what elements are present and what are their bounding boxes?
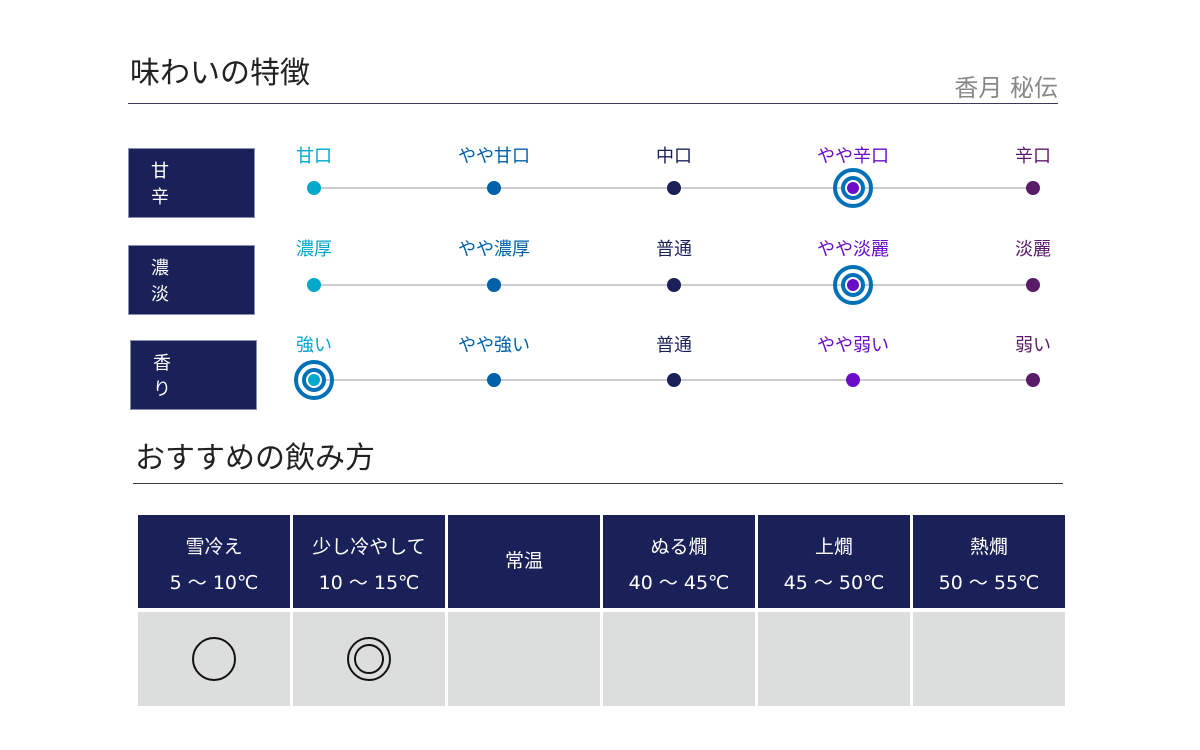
level-dot bbox=[846, 373, 860, 387]
level-dot bbox=[667, 181, 681, 195]
level-label: 普通 bbox=[656, 239, 692, 260]
page-title: 味わいの特徴 bbox=[130, 56, 310, 91]
level-label: 弱い bbox=[1015, 335, 1051, 356]
circle-mark bbox=[192, 637, 236, 681]
serving-name: 上燗 bbox=[814, 536, 853, 558]
serving-header: 常温 bbox=[448, 515, 600, 608]
level-dot bbox=[667, 373, 681, 387]
level-label: 辛口 bbox=[1015, 146, 1051, 167]
brand-name: 香月 秘伝 bbox=[954, 74, 1058, 102]
row-label: 濃 淡 bbox=[128, 245, 255, 315]
serving-name: 雪冷え bbox=[185, 536, 243, 558]
level-label: やや辛口 bbox=[817, 146, 889, 167]
serving-name: 少し冷やして bbox=[312, 536, 426, 558]
serving-temp: 50 ～ 55℃ bbox=[938, 572, 1040, 594]
serving-temp: 5 ～ 10℃ bbox=[169, 572, 259, 594]
level-label: 淡麗 bbox=[1015, 239, 1051, 260]
serving-header: ぬる燗 40 ～ 45℃ bbox=[603, 515, 755, 608]
level-label: 中口 bbox=[656, 146, 692, 167]
serving-name: ぬる燗 bbox=[650, 536, 708, 558]
level-label: やや淡麗 bbox=[817, 239, 889, 260]
level-label: 普通 bbox=[656, 335, 692, 356]
row-label: 香 り bbox=[130, 340, 257, 410]
row-label: 甘 辛 bbox=[128, 148, 255, 218]
level-dot bbox=[487, 373, 501, 387]
level-label: やや強い bbox=[458, 335, 530, 356]
serving-cell bbox=[293, 612, 445, 706]
serving-name: 常温 bbox=[504, 550, 543, 572]
selected-marker bbox=[833, 265, 873, 305]
level-dot bbox=[487, 278, 501, 292]
level-label: やや甘口 bbox=[458, 146, 530, 167]
serving-temp: 10 ～ 15℃ bbox=[318, 572, 420, 594]
double-circle-mark bbox=[347, 637, 391, 681]
serving-cell bbox=[603, 612, 755, 706]
selected-marker bbox=[294, 360, 334, 400]
level-dot bbox=[1026, 181, 1040, 195]
level-dot bbox=[1026, 278, 1040, 292]
divider bbox=[133, 483, 1063, 484]
level-label: 強い bbox=[296, 335, 332, 356]
serving-cell bbox=[448, 612, 600, 706]
serving-header: 雪冷え 5 ～ 10℃ bbox=[138, 515, 290, 608]
divider bbox=[128, 103, 1058, 104]
serving-title: おすすめの飲み方 bbox=[135, 441, 375, 476]
level-dot bbox=[307, 181, 321, 195]
selected-marker bbox=[833, 168, 873, 208]
serving-cell bbox=[758, 612, 910, 706]
level-dot bbox=[487, 181, 501, 195]
serving-cell bbox=[913, 612, 1065, 706]
serving-header: 少し冷やして 10 ～ 15℃ bbox=[293, 515, 445, 608]
serving-header: 上燗 45 ～ 50℃ bbox=[758, 515, 910, 608]
level-label: 甘口 bbox=[296, 146, 332, 167]
serving-cell bbox=[138, 612, 290, 706]
serving-header: 熱燗 50 ～ 55℃ bbox=[913, 515, 1065, 608]
serving-temp: 45 ～ 50℃ bbox=[783, 572, 885, 594]
serving-temp: 40 ～ 45℃ bbox=[628, 572, 730, 594]
level-dot bbox=[307, 278, 321, 292]
serving-name: 熱燗 bbox=[969, 536, 1008, 558]
level-label: やや弱い bbox=[817, 335, 889, 356]
level-label: 濃厚 bbox=[296, 239, 332, 260]
level-dot bbox=[1026, 373, 1040, 387]
level-label: やや濃厚 bbox=[458, 239, 530, 260]
level-dot bbox=[667, 278, 681, 292]
